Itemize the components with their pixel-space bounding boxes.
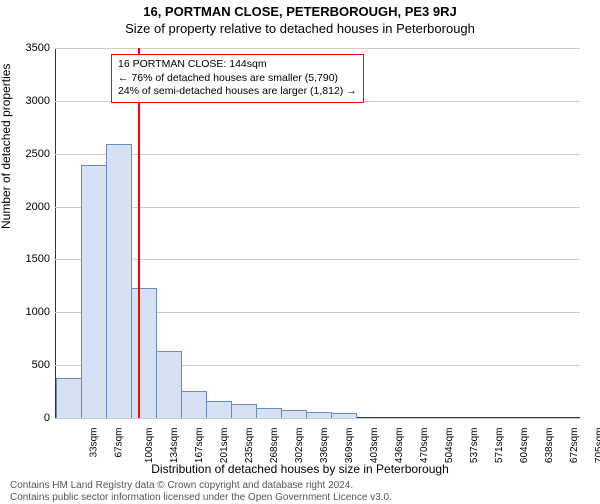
page-title: 16, PORTMAN CLOSE, PETERBOROUGH, PE3 9RJ xyxy=(0,4,600,19)
x-tick-label: 67sqm xyxy=(113,428,124,458)
histogram-bar xyxy=(181,391,207,418)
x-tick-label: 33sqm xyxy=(88,428,99,458)
footer-line-1: Contains HM Land Registry data © Crown c… xyxy=(10,480,353,491)
histogram-bar xyxy=(81,165,107,418)
histogram-bar xyxy=(306,412,332,418)
y-tick-label: 0 xyxy=(44,412,55,424)
histogram-bar xyxy=(206,401,232,418)
x-tick-label: 705sqm xyxy=(594,428,600,464)
x-tick-label: 436sqm xyxy=(394,428,405,464)
y-tick-label: 3500 xyxy=(26,42,55,54)
x-tick-label: 403sqm xyxy=(369,428,380,464)
x-tick-label: 268sqm xyxy=(269,428,280,464)
x-tick-label: 235sqm xyxy=(244,428,255,464)
x-tick-label: 369sqm xyxy=(344,428,355,464)
histogram-bar xyxy=(156,351,182,418)
histogram-bar xyxy=(56,378,82,418)
annotation-line: 16 PORTMAN CLOSE: 144sqm xyxy=(118,58,357,72)
y-tick-label: 1000 xyxy=(26,306,55,318)
histogram-chart: 050010001500200025003000350033sqm67sqm10… xyxy=(55,48,580,418)
histogram-bar xyxy=(231,404,257,418)
histogram-bar xyxy=(331,413,357,418)
y-tick-label: 3000 xyxy=(26,95,55,107)
histogram-bar xyxy=(281,410,307,418)
gridline xyxy=(55,259,580,260)
footer-line-2: Contains public sector information licen… xyxy=(10,492,392,503)
x-tick-label: 302sqm xyxy=(294,428,305,464)
annotation-line: ← 76% of detached houses are smaller (5,… xyxy=(118,72,357,86)
page-subtitle: Size of property relative to detached ho… xyxy=(0,21,600,36)
x-axis-label: Distribution of detached houses by size … xyxy=(0,462,600,476)
marker-line xyxy=(138,48,140,418)
gridline xyxy=(55,48,580,49)
x-tick-label: 604sqm xyxy=(519,428,530,464)
histogram-bar xyxy=(256,408,282,419)
y-axis-line xyxy=(55,48,56,418)
x-tick-label: 201sqm xyxy=(219,428,230,464)
x-tick-label: 336sqm xyxy=(319,428,330,464)
x-tick-label: 571sqm xyxy=(494,428,505,464)
x-tick-label: 100sqm xyxy=(144,428,155,464)
gridline xyxy=(55,207,580,208)
gridline xyxy=(55,418,580,419)
y-tick-label: 2500 xyxy=(26,148,55,160)
x-tick-label: 167sqm xyxy=(194,428,205,464)
x-tick-label: 504sqm xyxy=(444,428,455,464)
histogram-bar xyxy=(131,288,157,418)
y-tick-label: 1500 xyxy=(26,253,55,265)
x-tick-label: 537sqm xyxy=(469,428,480,464)
y-tick-label: 500 xyxy=(32,359,55,371)
y-axis-label: Number of detached properties xyxy=(0,64,13,229)
x-tick-label: 672sqm xyxy=(569,428,580,464)
x-tick-label: 638sqm xyxy=(544,428,555,464)
y-tick-label: 2000 xyxy=(26,201,55,213)
x-tick-label: 134sqm xyxy=(169,428,180,464)
histogram-bar xyxy=(106,144,132,418)
annotation-box: 16 PORTMAN CLOSE: 144sqm← 76% of detache… xyxy=(111,54,364,103)
annotation-line: 24% of semi-detached houses are larger (… xyxy=(118,85,357,99)
x-tick-label: 470sqm xyxy=(419,428,430,464)
gridline xyxy=(55,154,580,155)
